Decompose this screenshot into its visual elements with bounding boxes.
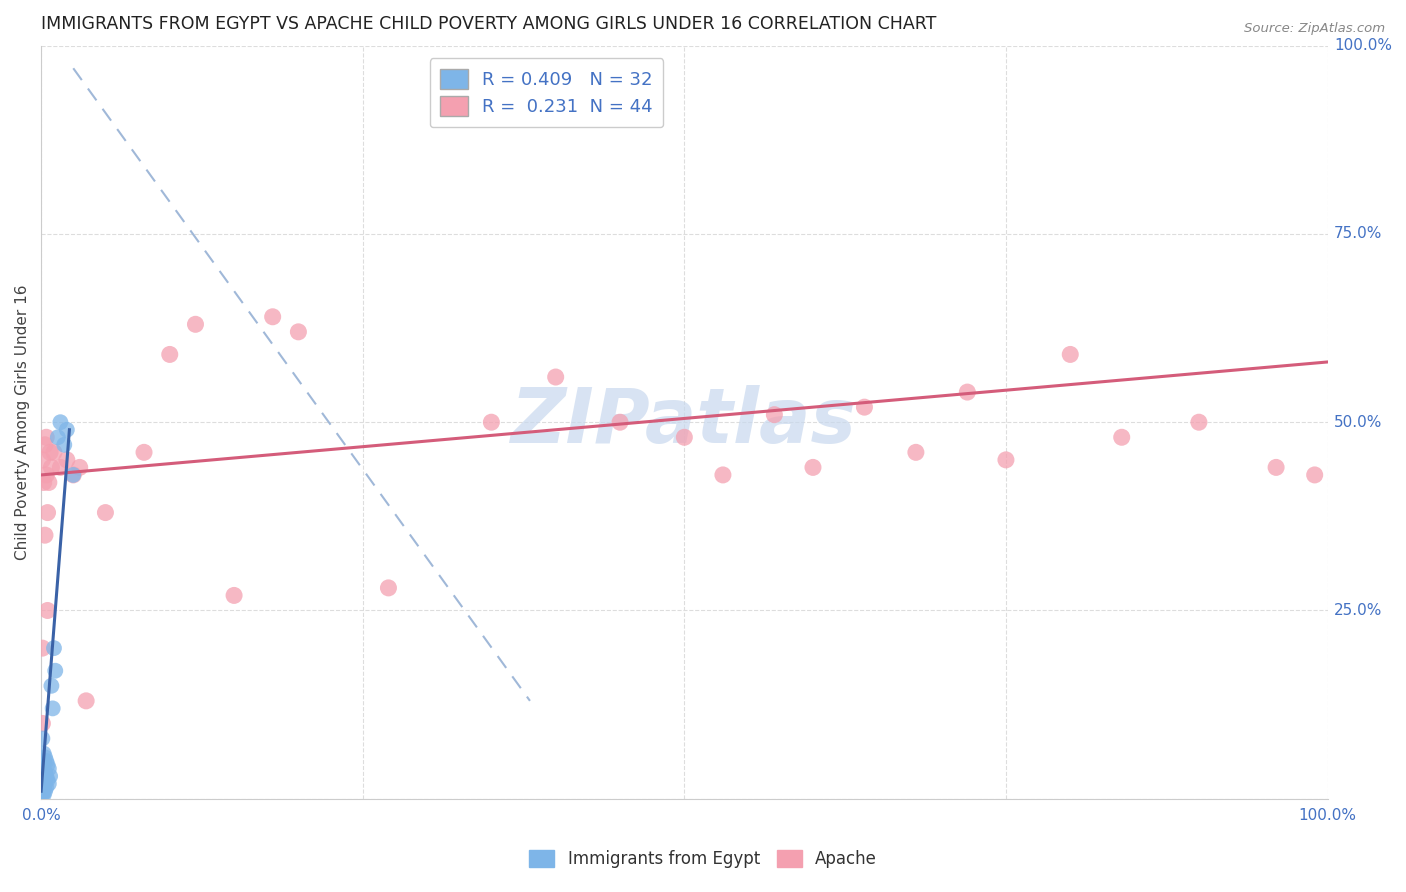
Point [1303, 467, 1326, 482]
Point [31, 754, 53, 768]
Point [801, 460, 824, 475]
Point [37, 757, 59, 772]
Point [34, 528, 56, 542]
Point [32, 754, 55, 768]
Point [37, 603, 59, 617]
Point [31, 453, 53, 467]
Point [34, 784, 56, 798]
Point [37, 772, 59, 787]
Point [75, 694, 97, 708]
Legend: R = 0.409   N = 32, R =  0.231  N = 44: R = 0.409 N = 32, R = 0.231 N = 44 [430, 59, 664, 128]
Point [35, 467, 58, 482]
Point [904, 445, 927, 459]
Point [34, 438, 56, 452]
Point [34, 750, 56, 764]
Point [49, 460, 72, 475]
Y-axis label: Child Poverty Among Girls Under 16: Child Poverty Among Girls Under 16 [15, 285, 30, 560]
Point [1265, 460, 1288, 475]
Point [32, 475, 55, 490]
Point [49, 415, 72, 429]
Point [1188, 415, 1211, 429]
Point [31, 731, 53, 746]
Point [544, 370, 567, 384]
Point [994, 453, 1017, 467]
Point [46, 430, 69, 444]
Point [673, 430, 696, 444]
Point [711, 467, 734, 482]
Point [39, 445, 62, 459]
Point [35, 754, 58, 768]
Point [44, 664, 66, 678]
Point [42, 641, 65, 656]
Point [609, 415, 631, 429]
Point [1059, 347, 1081, 361]
Point [38, 762, 60, 776]
Point [184, 318, 207, 332]
Point [39, 769, 62, 783]
Point [56, 453, 79, 467]
Point [222, 589, 245, 603]
Point [32, 762, 55, 776]
Point [31, 769, 53, 783]
Point [32, 780, 55, 795]
Point [56, 423, 79, 437]
Point [31, 777, 53, 791]
Point [35, 430, 58, 444]
Point [31, 716, 53, 731]
Text: 50.0%: 50.0% [1334, 415, 1382, 430]
Point [41, 679, 63, 693]
Point [31, 784, 53, 798]
Point [34, 765, 56, 780]
Text: ZIPatlas: ZIPatlas [512, 385, 858, 459]
Point [34, 777, 56, 791]
Point [159, 347, 181, 361]
Point [94, 506, 117, 520]
Point [62, 467, 84, 482]
Point [763, 408, 786, 422]
Point [38, 777, 60, 791]
Point [69, 460, 91, 475]
Point [32, 788, 55, 802]
Point [377, 581, 399, 595]
Point [32, 772, 55, 787]
Point [262, 310, 284, 324]
Point [853, 400, 876, 414]
Point [35, 769, 58, 783]
Text: Source: ZipAtlas.com: Source: ZipAtlas.com [1244, 22, 1385, 36]
Point [31, 641, 53, 656]
Point [41, 460, 63, 475]
Point [132, 445, 155, 459]
Point [479, 415, 502, 429]
Text: 100.0%: 100.0% [1334, 38, 1392, 54]
Point [62, 467, 84, 482]
Legend: Immigrants from Egypt, Apache: Immigrants from Egypt, Apache [523, 843, 883, 875]
Point [32, 747, 55, 761]
Point [37, 506, 59, 520]
Point [53, 438, 76, 452]
Point [41, 701, 63, 715]
Point [31, 788, 53, 802]
Point [38, 475, 60, 490]
Point [1111, 430, 1133, 444]
Text: 75.0%: 75.0% [1334, 227, 1382, 242]
Point [35, 780, 58, 795]
Point [956, 385, 979, 400]
Text: 25.0%: 25.0% [1334, 603, 1382, 618]
Point [287, 325, 309, 339]
Text: IMMIGRANTS FROM EGYPT VS APACHE CHILD POVERTY AMONG GIRLS UNDER 16 CORRELATION C: IMMIGRANTS FROM EGYPT VS APACHE CHILD PO… [41, 15, 936, 33]
Point [42, 445, 65, 459]
